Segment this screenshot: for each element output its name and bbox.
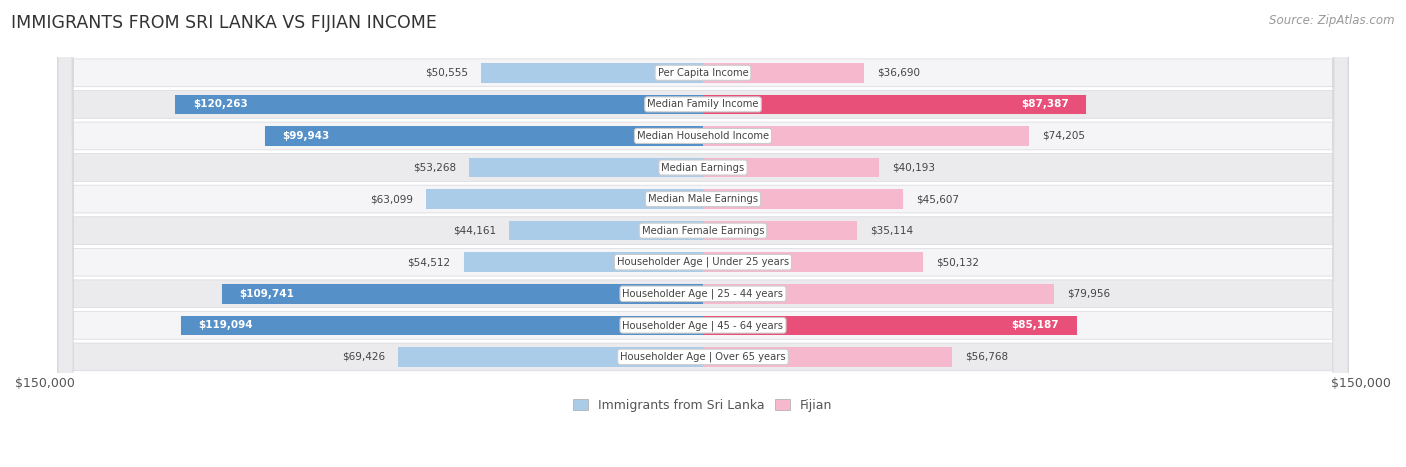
Bar	[222, 284, 703, 304]
Bar	[176, 95, 703, 114]
Text: $45,607: $45,607	[917, 194, 959, 204]
Text: $119,094: $119,094	[198, 320, 253, 330]
Text: $53,268: $53,268	[413, 163, 456, 172]
Bar	[180, 316, 703, 335]
Bar	[470, 158, 703, 177]
Bar	[703, 316, 1077, 335]
FancyBboxPatch shape	[58, 0, 1348, 467]
Text: Median Male Earnings: Median Male Earnings	[648, 194, 758, 204]
Text: $54,512: $54,512	[408, 257, 451, 267]
FancyBboxPatch shape	[58, 0, 1348, 467]
Bar	[703, 284, 1053, 304]
Bar	[703, 189, 903, 209]
Text: $99,943: $99,943	[283, 131, 329, 141]
Bar	[398, 347, 703, 367]
FancyBboxPatch shape	[58, 0, 1348, 467]
Text: Median Earnings: Median Earnings	[661, 163, 745, 172]
Text: Householder Age | Over 65 years: Householder Age | Over 65 years	[620, 352, 786, 362]
Bar	[703, 253, 922, 272]
Text: Per Capita Income: Per Capita Income	[658, 68, 748, 78]
Text: Source: ZipAtlas.com: Source: ZipAtlas.com	[1270, 14, 1395, 27]
Bar	[703, 63, 863, 83]
Bar	[509, 221, 703, 241]
Text: Householder Age | 25 - 44 years: Householder Age | 25 - 44 years	[623, 289, 783, 299]
Text: $79,956: $79,956	[1067, 289, 1111, 299]
FancyBboxPatch shape	[58, 0, 1348, 467]
Text: $87,387: $87,387	[1021, 99, 1069, 109]
Text: Median Female Earnings: Median Female Earnings	[641, 226, 765, 236]
FancyBboxPatch shape	[58, 0, 1348, 467]
Text: $36,690: $36,690	[877, 68, 920, 78]
FancyBboxPatch shape	[58, 0, 1348, 467]
Text: $35,114: $35,114	[870, 226, 914, 236]
FancyBboxPatch shape	[58, 0, 1348, 467]
Bar	[426, 189, 703, 209]
Text: $50,555: $50,555	[425, 68, 468, 78]
Text: $44,161: $44,161	[453, 226, 496, 236]
Text: $63,099: $63,099	[370, 194, 413, 204]
Bar	[703, 347, 952, 367]
Text: Median Household Income: Median Household Income	[637, 131, 769, 141]
Bar	[481, 63, 703, 83]
Text: IMMIGRANTS FROM SRI LANKA VS FIJIAN INCOME: IMMIGRANTS FROM SRI LANKA VS FIJIAN INCO…	[11, 14, 437, 32]
FancyBboxPatch shape	[58, 0, 1348, 467]
Text: $85,187: $85,187	[1011, 320, 1059, 330]
Text: $69,426: $69,426	[342, 352, 385, 362]
Text: Householder Age | 45 - 64 years: Householder Age | 45 - 64 years	[623, 320, 783, 331]
Bar	[264, 126, 703, 146]
Text: Householder Age | Under 25 years: Householder Age | Under 25 years	[617, 257, 789, 268]
Bar	[703, 158, 879, 177]
FancyBboxPatch shape	[58, 0, 1348, 467]
Text: Median Family Income: Median Family Income	[647, 99, 759, 109]
Bar	[703, 95, 1087, 114]
Bar	[703, 221, 858, 241]
Text: $56,768: $56,768	[965, 352, 1008, 362]
Bar	[464, 253, 703, 272]
Text: $50,132: $50,132	[936, 257, 979, 267]
Text: $74,205: $74,205	[1042, 131, 1084, 141]
Bar	[703, 126, 1029, 146]
Text: $120,263: $120,263	[193, 99, 247, 109]
Legend: Immigrants from Sri Lanka, Fijian: Immigrants from Sri Lanka, Fijian	[568, 394, 838, 417]
FancyBboxPatch shape	[58, 0, 1348, 467]
Text: $109,741: $109,741	[239, 289, 294, 299]
Text: $40,193: $40,193	[893, 163, 935, 172]
